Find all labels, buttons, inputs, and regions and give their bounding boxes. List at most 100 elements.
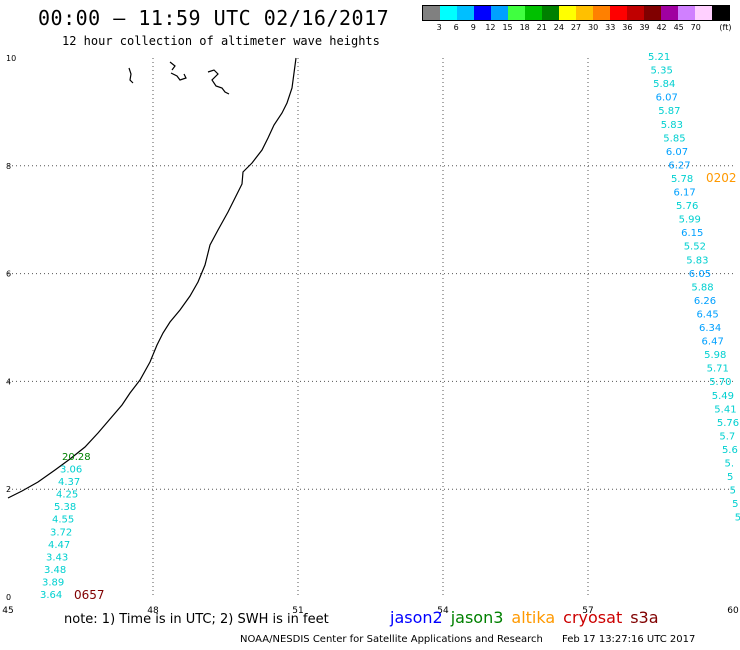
island-outline bbox=[169, 61, 187, 81]
legend-label: 42 bbox=[656, 23, 667, 32]
legend-label: 45 bbox=[673, 23, 684, 32]
satellite-altika: altika bbox=[511, 608, 556, 627]
map-grid bbox=[8, 58, 733, 597]
footer-note: note: 1) Time is in UTC; 2) SWH is in fe… bbox=[64, 612, 329, 627]
legend-label: 27 bbox=[570, 23, 582, 32]
legend-label: 30 bbox=[588, 23, 599, 32]
legend-swatch bbox=[610, 6, 627, 20]
satellite-cryosat: cryosat bbox=[563, 608, 623, 627]
wave-height-value: 4.37 bbox=[58, 477, 80, 488]
y-tick-label: 10 bbox=[6, 54, 16, 63]
legend-swatch bbox=[712, 6, 729, 20]
y-tick-label: 4 bbox=[6, 377, 11, 386]
legend-swatch bbox=[525, 6, 542, 20]
footer-credit: NOAA/NESDIS Center for Satellite Applica… bbox=[240, 634, 695, 645]
map-title: 00:00 – 11:59 UTC 02/16/2017 bbox=[38, 6, 390, 30]
wave-height-value: 5.35 bbox=[651, 66, 673, 77]
track-right-values: 5.21 5.35 5.84 6.07 5.87 5.83 5.85 6.07 6.27 5.78… bbox=[648, 52, 740, 524]
legend-swatch bbox=[678, 6, 695, 20]
wave-height-value: 5.41 bbox=[714, 404, 736, 415]
wave-height-value: 6.15 bbox=[681, 228, 703, 239]
satellite-jason3: jason3 bbox=[450, 608, 504, 627]
wave-height-value: 5.84 bbox=[653, 79, 675, 90]
wave-height-value: 5 bbox=[727, 472, 733, 483]
generated-timestamp: Feb 17 13:27:16 UTC 2017 bbox=[562, 634, 696, 645]
wave-height-value: 5.49 bbox=[712, 391, 734, 402]
wave-height-value: 5.83 bbox=[686, 255, 708, 266]
color-legend: 3 6 9 12 15 18 21 24 27 30 33 36 39 42 45 70 (ft) bbox=[422, 5, 732, 35]
wave-height-value: 5 bbox=[730, 486, 736, 497]
x-tick-label: 60 bbox=[727, 606, 739, 616]
wave-height-value: 6.47 bbox=[702, 337, 724, 348]
legend-label: 18 bbox=[519, 23, 530, 32]
wave-height-value: 6.17 bbox=[674, 188, 696, 199]
legend-label: 24 bbox=[553, 23, 564, 32]
legend-swatch bbox=[423, 6, 440, 20]
wave-height-value: 5.7 bbox=[719, 431, 735, 442]
wave-height-value: 20.28 bbox=[62, 452, 91, 463]
legend-swatch bbox=[695, 6, 712, 20]
pass-time-label: 0202 bbox=[706, 171, 737, 185]
wave-height-value: 5.6 bbox=[722, 445, 738, 456]
wave-height-value: 5.98 bbox=[704, 350, 726, 361]
y-tick-label: 8 bbox=[6, 162, 11, 171]
satellite-jason2: jason2 bbox=[390, 608, 443, 627]
wave-height-value: 5 bbox=[735, 513, 740, 524]
wave-height-value: 5.76 bbox=[717, 418, 739, 429]
legend-swatch bbox=[593, 6, 610, 20]
legend-label: 6 bbox=[453, 23, 459, 32]
wave-height-value: 5. bbox=[725, 459, 735, 470]
wave-height-value: 3.48 bbox=[44, 565, 66, 576]
wave-height-value: 5.52 bbox=[684, 242, 706, 253]
wave-height-value: 6.05 bbox=[689, 269, 711, 280]
wave-height-value: 5.71 bbox=[707, 364, 729, 375]
legend-label: 36 bbox=[622, 23, 633, 32]
legend-swatch bbox=[491, 6, 508, 20]
x-tick-label: 45 bbox=[2, 606, 13, 616]
wave-height-value: 5.78 bbox=[671, 174, 693, 185]
wave-height-value: 5.70 bbox=[709, 377, 731, 388]
legend-label: 9 bbox=[470, 23, 476, 32]
wave-height-value: 6.27 bbox=[668, 160, 690, 171]
coastline bbox=[7, 57, 297, 499]
legend-swatch bbox=[457, 6, 474, 20]
y-tick-label: 0 bbox=[6, 593, 11, 602]
wave-height-value: 5.99 bbox=[679, 215, 701, 226]
satellite-legend: jason2 jason3 altika cryosat s3a bbox=[390, 608, 667, 627]
legend-unit: (ft) bbox=[719, 23, 732, 32]
wave-height-value: 5 bbox=[732, 499, 738, 510]
wave-height-value: 5.87 bbox=[658, 106, 680, 117]
island-outline bbox=[207, 69, 230, 95]
x-tick-label: 48 bbox=[147, 606, 159, 616]
wave-height-value: 5.21 bbox=[648, 52, 670, 63]
legend-swatch bbox=[508, 6, 525, 20]
legend-label: 21 bbox=[536, 23, 547, 32]
wave-height-value: 5.38 bbox=[54, 502, 76, 513]
credit-text: NOAA/NESDIS Center for Satellite Applica… bbox=[240, 634, 543, 645]
map-subtitle: 12 hour collection of altimeter wave hei… bbox=[62, 34, 380, 48]
legend-swatch bbox=[559, 6, 576, 20]
legend-swatch bbox=[542, 6, 559, 20]
legend-label: 12 bbox=[485, 23, 496, 32]
wave-height-value: 3.06 bbox=[60, 465, 82, 476]
legend-swatch bbox=[440, 6, 457, 20]
legend-color-bar bbox=[422, 5, 730, 21]
satellite-s3a: s3a bbox=[630, 608, 659, 627]
x-tick-label: 51 bbox=[292, 606, 303, 616]
legend-swatch bbox=[661, 6, 678, 20]
legend-swatch bbox=[576, 6, 593, 20]
wave-height-value: 6.34 bbox=[699, 323, 721, 334]
wave-height-value: 3.43 bbox=[46, 552, 68, 563]
x-tick-label: 54 bbox=[437, 606, 449, 616]
legend-labels: 3 6 9 12 15 18 21 24 27 30 33 36 39 42 45 70 (ft) bbox=[422, 23, 732, 35]
legend-label: 3 bbox=[436, 23, 442, 32]
legend-label: 15 bbox=[502, 23, 513, 32]
wave-height-value: 6.45 bbox=[696, 309, 718, 320]
axis-tick-labels: 45 48 51 54 57 60 0 2 4 6 8 10 bbox=[2, 54, 739, 616]
wave-height-value: 4.47 bbox=[48, 540, 70, 551]
wave-height-value: 4.55 bbox=[52, 515, 74, 526]
y-tick-label: 2 bbox=[6, 485, 11, 494]
wave-height-value: 3.72 bbox=[50, 527, 72, 538]
wave-height-value: 5.85 bbox=[663, 133, 685, 144]
